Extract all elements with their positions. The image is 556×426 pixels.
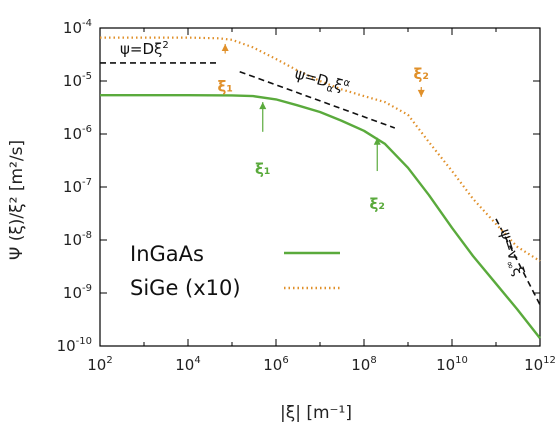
ref-label-anomalous-sub: α xyxy=(325,83,335,95)
legend-label-sige: SiGe (x10) xyxy=(130,276,241,300)
y-tick-label: 10-10 xyxy=(57,336,92,355)
y-tick-label: 10-7 xyxy=(63,177,92,196)
xi-marker-1: ξ₁ xyxy=(217,43,233,95)
ref-label-ballistic: ψ=v∞ξ xyxy=(493,227,528,279)
x-tick-label-exp: 8 xyxy=(370,355,376,366)
x-tick-label-exp: 4 xyxy=(194,355,200,366)
x-tick-label-base: 10 xyxy=(524,356,543,374)
x-tick-label: 102 xyxy=(87,355,112,374)
y-tick-label-exp: -5 xyxy=(82,71,92,82)
y-tick-label-exp: -4 xyxy=(82,18,92,29)
x-tick-label-exp: 6 xyxy=(282,355,288,366)
x-tick-label: 108 xyxy=(351,355,376,374)
x-tick-label-base: 10 xyxy=(175,356,194,374)
ref-label-anomalous-main: ψ=D xyxy=(293,64,331,90)
y-tick-label: 10-9 xyxy=(63,283,92,302)
xi-label: ξ₁ xyxy=(217,77,232,95)
y-tick-label-base: 10 xyxy=(63,231,82,249)
x-tick-label-exp: 2 xyxy=(106,355,112,366)
y-tick-label: 10-8 xyxy=(63,230,92,249)
ref-label-diffusive-text: ψ=Dξ xyxy=(120,40,162,58)
x-tick-label-exp: 12 xyxy=(543,355,556,366)
ref-label-anomalous-sup: α xyxy=(342,77,352,89)
xi-arrow-head xyxy=(259,102,267,110)
xi-marker-3: ξ₁ xyxy=(255,102,270,178)
y-tick-label-base: 10 xyxy=(63,284,82,302)
x-tick-label-base: 10 xyxy=(436,356,455,374)
y-tick-label: 10-4 xyxy=(63,18,92,37)
ref-label-ballistic-sub: ∞ xyxy=(503,260,516,271)
xi-label: ξ₂ xyxy=(370,195,385,213)
xi-label: ξ₂ xyxy=(414,65,429,83)
y-tick-label: 10-6 xyxy=(63,124,92,143)
y-axis-title: Ψ (ξ)/ξ² [m²/s] xyxy=(7,140,27,260)
x-tick-label: 1012 xyxy=(524,355,556,374)
y-tick-label-exp: -9 xyxy=(82,283,92,294)
y-tick-label-exp: -10 xyxy=(76,336,92,347)
plot-area: 102 104 106 108 1010 101210-410-510-610-710-8… xyxy=(57,18,556,374)
y-tick-label-exp: -8 xyxy=(82,230,92,241)
xi-label: ξ₁ xyxy=(255,160,270,178)
x-tick-label-base: 10 xyxy=(87,356,106,374)
xi-marker-4: ξ₂ xyxy=(370,137,385,213)
reference-line-3 xyxy=(495,218,541,306)
xi-arrow-head xyxy=(221,43,229,51)
y-tick-label-base: 10 xyxy=(63,125,82,143)
xi-arrow-head xyxy=(417,89,425,97)
y-tick-label-base: 10 xyxy=(63,72,82,90)
y-tick-label-base: 10 xyxy=(57,337,76,355)
y-tick-label: 10-5 xyxy=(63,71,92,90)
y-tick-label-exp: -6 xyxy=(82,124,92,135)
y-tick-label-exp: -7 xyxy=(82,177,92,188)
x-tick-label: 106 xyxy=(263,355,288,374)
xi-marker-2: ξ₂ xyxy=(414,65,429,97)
x-tick-label: 1010 xyxy=(436,355,468,374)
x-tick-label: 104 xyxy=(175,355,200,374)
x-axis-title: |ξ| [m⁻¹] xyxy=(280,403,352,423)
ref-label-ballistic-main: ψ=v xyxy=(496,227,523,262)
y-tick-label-base: 10 xyxy=(63,178,82,196)
legend-label-ingaas: InGaAs xyxy=(130,242,204,266)
x-tick-label-exp: 10 xyxy=(455,355,468,366)
x-tick-label-base: 10 xyxy=(351,356,370,374)
x-tick-label-base: 10 xyxy=(263,356,282,374)
reference-line-2 xyxy=(239,70,396,129)
series-line-ingaas xyxy=(100,94,541,340)
y-tick-label-base: 10 xyxy=(63,19,82,37)
ref-label-diffusive: ψ=Dξ2 xyxy=(120,40,169,58)
ref-label-diffusive-sup: 2 xyxy=(162,40,168,51)
xi-arrow-head xyxy=(373,137,381,145)
legend: InGaAs SiGe (x10) xyxy=(130,242,340,300)
